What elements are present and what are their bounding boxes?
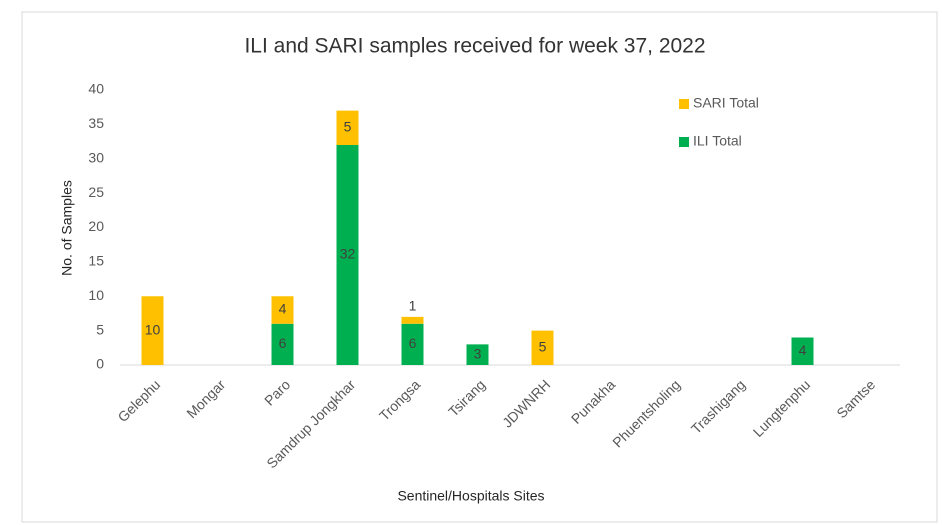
bar-segment [271,296,294,324]
y-tick-label: 15 [88,253,104,269]
data-label: 4 [799,342,807,358]
bar-segment [141,296,164,365]
legend-swatch [679,99,689,109]
bar-segment [271,323,294,365]
bar-segment [336,110,359,145]
data-label: 5 [344,119,352,135]
bar-segment [401,323,424,365]
y-tick-label: 35 [88,115,104,131]
chart-frame [21,11,938,523]
legend-swatch [679,137,689,147]
bar-segment [791,337,814,365]
y-tick-label: 0 [96,356,104,372]
legend-label: ILI Total [693,133,742,149]
y-tick-label: 25 [88,184,104,200]
data-label: 32 [340,246,356,262]
data-label: 5 [539,339,547,355]
bar-segment [466,344,489,365]
bar-segment [531,330,554,365]
data-label: 1 [409,298,417,314]
data-label: 10 [145,321,161,337]
chart-title: ILI and SARI samples received for week 3… [244,35,705,58]
y-tick-label: 30 [88,149,104,165]
y-tick-label: 20 [88,218,104,234]
legend-label: SARI Total [693,95,759,111]
y-tick-label: 5 [96,321,104,337]
bar-segment [336,145,359,365]
data-label: 6 [279,335,287,351]
x-axis-title: Sentinel/Hospitals Sites [397,488,544,504]
y-tick-label: 10 [88,287,104,303]
y-tick-label: 40 [88,81,104,97]
y-axis-title: No. of Samples [59,180,75,276]
data-label: 6 [409,335,417,351]
data-label: 3 [474,345,482,361]
bar-segment [401,316,424,324]
data-label: 4 [279,301,287,317]
